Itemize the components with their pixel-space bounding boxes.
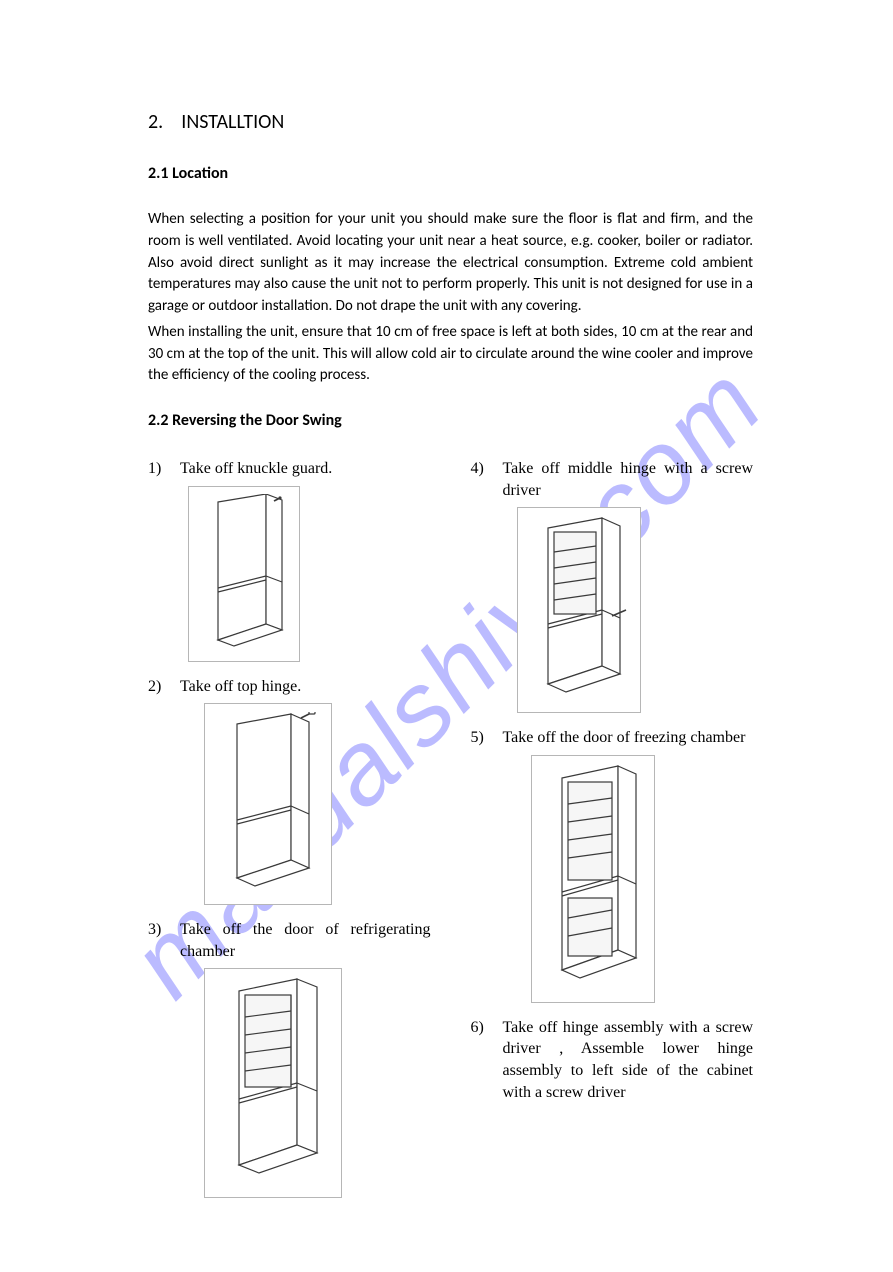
step-6-text: Take off hinge assembly with a screw dri… (503, 1017, 754, 1103)
step-4-text: Take off middle hinge with a screw drive… (503, 458, 754, 501)
step-2: 2) Take off top hinge. (148, 676, 431, 698)
step-2-text: Take off top hinge. (180, 676, 431, 698)
figure-2 (204, 703, 332, 905)
fridge-open-both-icon (540, 764, 646, 994)
step-6: 6) Take off hinge assembly with a screw … (471, 1017, 754, 1103)
figure-5 (531, 755, 655, 1003)
step-4: 4) Take off middle hinge with a screw dr… (471, 458, 754, 501)
step-5-number: 5) (471, 727, 503, 749)
figure-1 (188, 486, 300, 662)
step-3: 3) Take off the door of refrigerating ch… (148, 919, 431, 962)
fridge-closed-icon (196, 494, 292, 654)
step-3-text: Take off the door of refrigerating chamb… (180, 919, 431, 962)
location-paragraph-2: When installing the unit, ensure that 10… (148, 322, 753, 387)
step-5-text: Take off the door of freezing chamber (503, 727, 754, 749)
section-heading: 2. INSTALLTION (148, 110, 753, 134)
fridge-open-top-icon (213, 977, 333, 1189)
step-5: 5) Take off the door of freezing chamber (471, 727, 754, 749)
step-3-number: 3) (148, 919, 180, 962)
section-number: 2. (148, 110, 163, 134)
step-1-number: 1) (148, 458, 180, 480)
left-column: 1) Take off knuckle guard. (148, 458, 431, 1212)
step-1: 1) Take off knuckle guard. (148, 458, 431, 480)
steps-columns: 1) Take off knuckle guard. (148, 458, 753, 1212)
step-4-number: 4) (471, 458, 503, 501)
section-title-text: INSTALLTION (181, 110, 284, 134)
location-paragraph-1: When selecting a position for your unit … (148, 209, 753, 318)
right-column: 4) Take off middle hinge with a screw dr… (471, 458, 754, 1212)
fridge-open-top-hinge-icon (526, 516, 632, 704)
figure-4 (517, 507, 641, 713)
step-1-text: Take off knuckle guard. (180, 458, 431, 480)
fridge-closed-hinge-icon (213, 712, 323, 896)
subsection-2-2-heading: 2.2 Reversing the Door Swing (148, 411, 753, 430)
subsection-2-1-heading: 2.1 Location (148, 164, 753, 183)
step-2-number: 2) (148, 676, 180, 698)
figure-3 (204, 968, 342, 1198)
page-content: 2. INSTALLTION 2.1 Location When selecti… (0, 0, 893, 1272)
step-6-number: 6) (471, 1017, 503, 1103)
